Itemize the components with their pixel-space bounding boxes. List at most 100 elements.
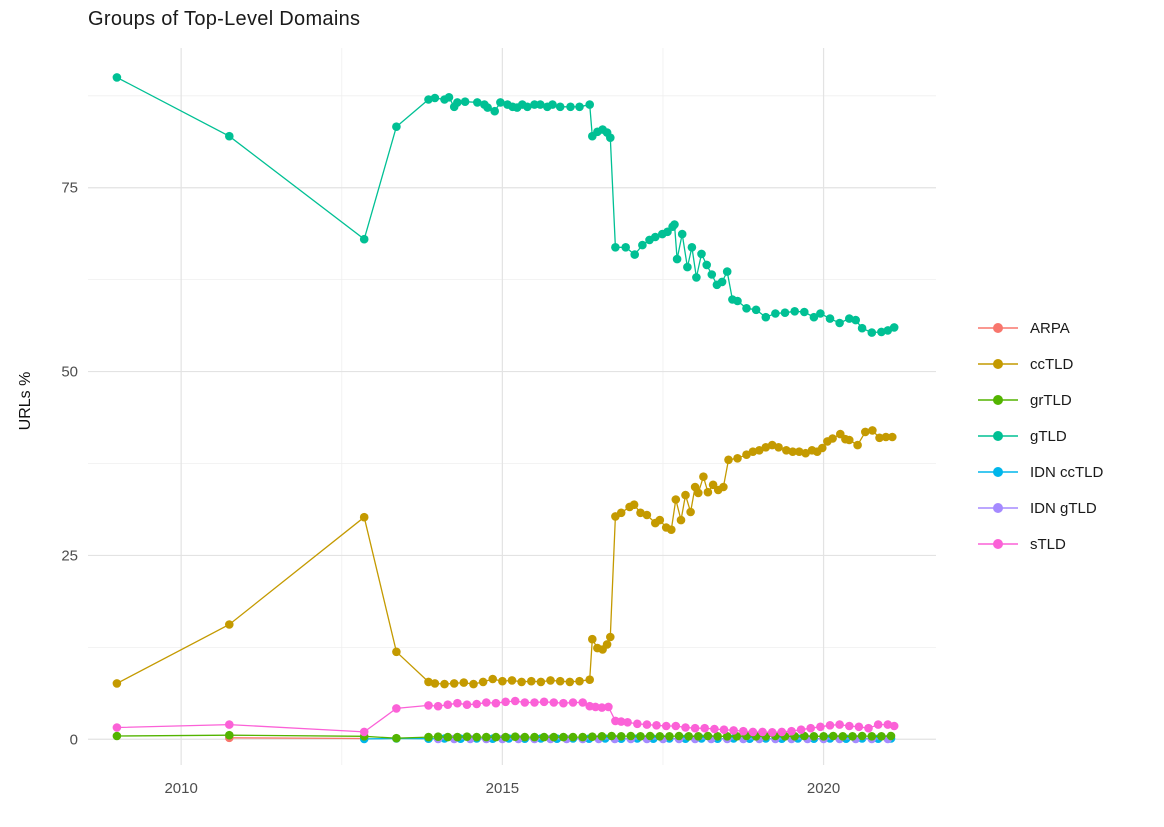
data-point [816, 309, 825, 318]
data-point [469, 679, 478, 689]
legend-label: ccTLD [1030, 355, 1074, 373]
data-point [868, 426, 877, 435]
data-point [717, 277, 727, 287]
x-tick-label: 2015 [486, 780, 519, 797]
data-point [453, 698, 462, 708]
data-point [819, 732, 828, 741]
legend-key-icon [978, 539, 1018, 549]
y-tick-label: 25 [61, 547, 78, 564]
data-point [780, 308, 790, 318]
data-point [433, 732, 443, 741]
data-point [800, 307, 809, 317]
data-point [536, 100, 545, 109]
data-point [491, 732, 501, 742]
data-point [755, 446, 764, 455]
data-point [683, 262, 692, 272]
data-point [629, 500, 639, 510]
data-point [777, 727, 787, 737]
data-point [801, 448, 810, 458]
data-point [607, 731, 616, 741]
data-point [848, 732, 857, 741]
data-point [771, 309, 780, 318]
data-point [825, 314, 835, 323]
data-point [889, 323, 899, 332]
data-point [424, 701, 433, 710]
data-point [459, 678, 469, 687]
chart-title: Groups of Top-Level Domains [88, 8, 361, 30]
data-point [510, 696, 520, 706]
data-point [733, 296, 742, 306]
data-point [671, 495, 681, 504]
data-point [225, 131, 234, 141]
data-point [796, 725, 806, 734]
data-point [687, 243, 697, 252]
legend-label: IDN ccTLD [1030, 463, 1104, 481]
data-point [761, 312, 771, 322]
data-point [816, 722, 825, 732]
data-point [621, 243, 630, 252]
data-point [588, 732, 597, 741]
data-point [853, 440, 862, 450]
data-point [828, 434, 837, 443]
data-point [667, 525, 676, 534]
data-point [825, 721, 835, 730]
data-point [809, 732, 819, 741]
y-tick-label: 75 [61, 180, 78, 197]
data-point [788, 447, 797, 457]
data-point [510, 732, 520, 741]
data-point [864, 723, 873, 733]
data-point [684, 732, 693, 741]
data-point [652, 721, 661, 730]
data-point [616, 732, 626, 741]
legend-label: grTLD [1030, 391, 1072, 409]
data-point [845, 721, 854, 731]
data-point [606, 133, 615, 142]
data-point [453, 732, 462, 742]
legend-key-icon [978, 359, 1018, 369]
data-point [482, 698, 491, 707]
data-point [520, 698, 530, 707]
data-point [642, 510, 652, 520]
data-point [568, 698, 578, 707]
data-point [787, 726, 796, 736]
series-stld [112, 696, 899, 737]
data-point [703, 487, 713, 497]
data-point [676, 515, 686, 525]
legend-label: ARPA [1030, 319, 1070, 337]
data-point [555, 102, 565, 112]
legend-item-gtld: gTLD [976, 418, 1103, 454]
data-point [742, 304, 751, 313]
data-point [671, 721, 681, 731]
data-point [585, 100, 594, 109]
data-point [616, 508, 626, 518]
data-point [478, 677, 488, 687]
data-point [845, 435, 854, 445]
data-point [645, 731, 655, 741]
data-point [575, 676, 584, 686]
legend-item-cctld: ccTLD [976, 346, 1103, 382]
legend-key-icon [978, 395, 1018, 405]
data-point [501, 697, 510, 707]
data-point [686, 507, 695, 517]
data-point [642, 720, 652, 729]
data-point [655, 515, 665, 525]
data-point [681, 723, 690, 732]
data-point [713, 732, 722, 741]
data-point [507, 676, 517, 685]
data-point [392, 647, 401, 657]
data-point [359, 727, 369, 737]
data-point [616, 717, 626, 726]
grid-minor [88, 48, 936, 765]
data-point [112, 679, 122, 688]
data-point [585, 675, 594, 684]
data-point [867, 732, 877, 741]
data-point [559, 732, 568, 742]
data-point [602, 640, 612, 649]
data-point [112, 73, 122, 82]
data-point [677, 229, 687, 239]
data-point [707, 270, 717, 279]
data-point [472, 732, 482, 742]
data-point [751, 305, 761, 315]
data-point [490, 106, 500, 116]
